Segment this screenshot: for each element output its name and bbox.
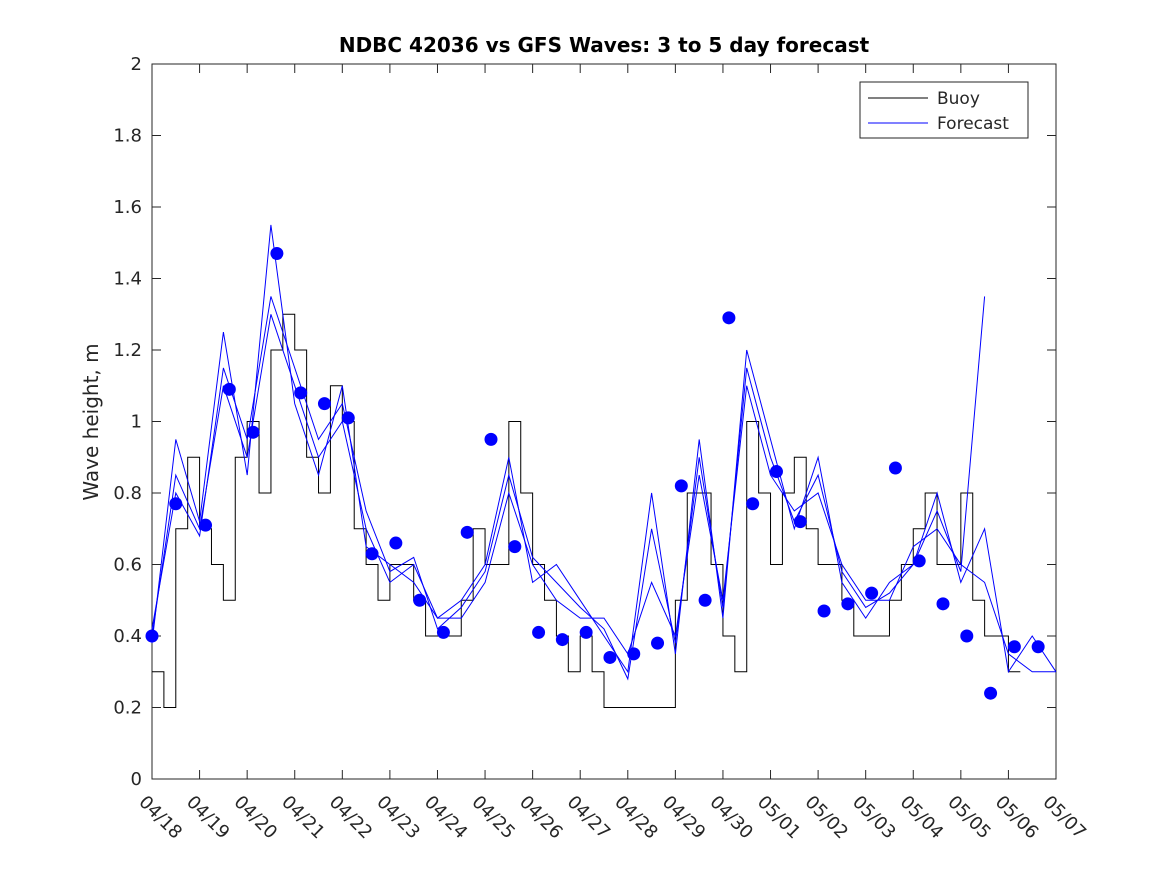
x-tick-label: 05/01 <box>753 792 805 844</box>
forecast-marker <box>627 647 641 661</box>
forecast-marker <box>199 518 213 532</box>
x-tick-label: 04/21 <box>277 792 329 844</box>
forecast-marker <box>817 604 831 618</box>
forecast-marker <box>722 311 736 325</box>
forecast-marker <box>270 246 284 260</box>
y-tick-label: 0.8 <box>113 483 142 504</box>
forecast-series-line-2 <box>151 224 1057 674</box>
y-tick-label: 0.4 <box>113 626 142 647</box>
forecast-series-line-1 <box>151 314 1056 673</box>
forecast-marker <box>1007 640 1021 654</box>
y-tick-label: 0 <box>131 769 142 790</box>
forecast-marker <box>936 597 950 611</box>
forecast-marker <box>413 593 427 607</box>
forecast-marker <box>317 397 331 411</box>
forecast-marker <box>865 586 879 600</box>
forecast-marker <box>603 650 617 664</box>
y-axis-title: Wave height, m <box>79 343 103 500</box>
x-tick-label: 04/25 <box>468 792 520 844</box>
forecast-marker <box>169 497 183 511</box>
forecast-marker <box>674 479 688 493</box>
x-tick-label: 04/30 <box>705 792 757 844</box>
x-tick-label: 05/06 <box>991 792 1043 844</box>
legend-label-buoy: Buoy <box>937 89 980 109</box>
plot-area: 00.20.40.60.811.21.41.61.8204/1804/1904/… <box>113 54 1090 843</box>
forecast-marker <box>912 554 926 568</box>
y-tick-label: 1.4 <box>113 269 142 290</box>
x-tick-label: 04/28 <box>610 792 662 844</box>
forecast-marker <box>508 540 522 554</box>
forecast-marker <box>984 686 998 700</box>
x-tick-label: 05/05 <box>943 792 995 844</box>
x-tick-label: 04/29 <box>658 792 710 844</box>
y-tick-label: 1 <box>131 412 142 433</box>
forecast-marker <box>579 625 593 639</box>
buoy-series-line <box>152 313 1021 708</box>
forecast-marker <box>555 633 569 647</box>
forecast-marker <box>698 593 712 607</box>
x-tick-label: 04/23 <box>372 792 424 844</box>
forecast-marker <box>436 625 450 639</box>
x-tick-label: 04/22 <box>325 792 377 844</box>
y-tick-label: 0.2 <box>113 698 142 719</box>
x-tick-label: 04/26 <box>515 792 567 844</box>
y-tick-label: 1.8 <box>113 126 142 147</box>
forecast-marker <box>769 465 783 479</box>
forecast-marker <box>841 597 855 611</box>
x-tick-label: 04/19 <box>182 792 234 844</box>
forecast-marker <box>222 382 236 396</box>
forecast-marker <box>365 547 379 561</box>
forecast-series-line-3 <box>151 296 986 681</box>
forecast-marker <box>532 625 546 639</box>
forecast-marker <box>651 636 665 650</box>
forecast-marker <box>246 425 260 439</box>
y-tick-label: 0.6 <box>113 555 142 576</box>
x-tick-label: 04/27 <box>563 792 615 844</box>
x-tick-label: 04/20 <box>230 792 282 844</box>
forecast-marker <box>1031 640 1045 654</box>
y-tick-label: 1.2 <box>113 340 142 361</box>
forecast-marker <box>793 515 807 529</box>
forecast-marker <box>341 411 355 425</box>
x-tick-label: 04/18 <box>134 792 186 844</box>
forecast-marker <box>484 432 498 446</box>
forecast-marker <box>145 629 159 643</box>
x-tick-label: 05/04 <box>896 792 948 844</box>
legend-label-forecast: Forecast <box>937 114 1009 134</box>
forecast-marker <box>294 386 308 400</box>
legend-box <box>859 81 1029 139</box>
x-tick-label: 05/03 <box>848 792 900 844</box>
y-tick-label: 2 <box>131 54 142 75</box>
forecast-marker <box>389 536 403 550</box>
x-tick-label: 05/02 <box>801 792 853 844</box>
forecast-marker <box>960 629 974 643</box>
y-tick-label: 1.6 <box>113 197 142 218</box>
legend: Buoy Forecast <box>859 81 1029 139</box>
forecast-marker <box>746 497 760 511</box>
x-tick-label: 05/07 <box>1038 792 1090 844</box>
forecast-marker <box>888 461 902 475</box>
chart-title: NDBC 42036 vs GFS Waves: 3 to 5 day fore… <box>339 33 870 57</box>
forecast-marker <box>460 525 474 539</box>
x-tick-label: 04/24 <box>420 792 472 844</box>
